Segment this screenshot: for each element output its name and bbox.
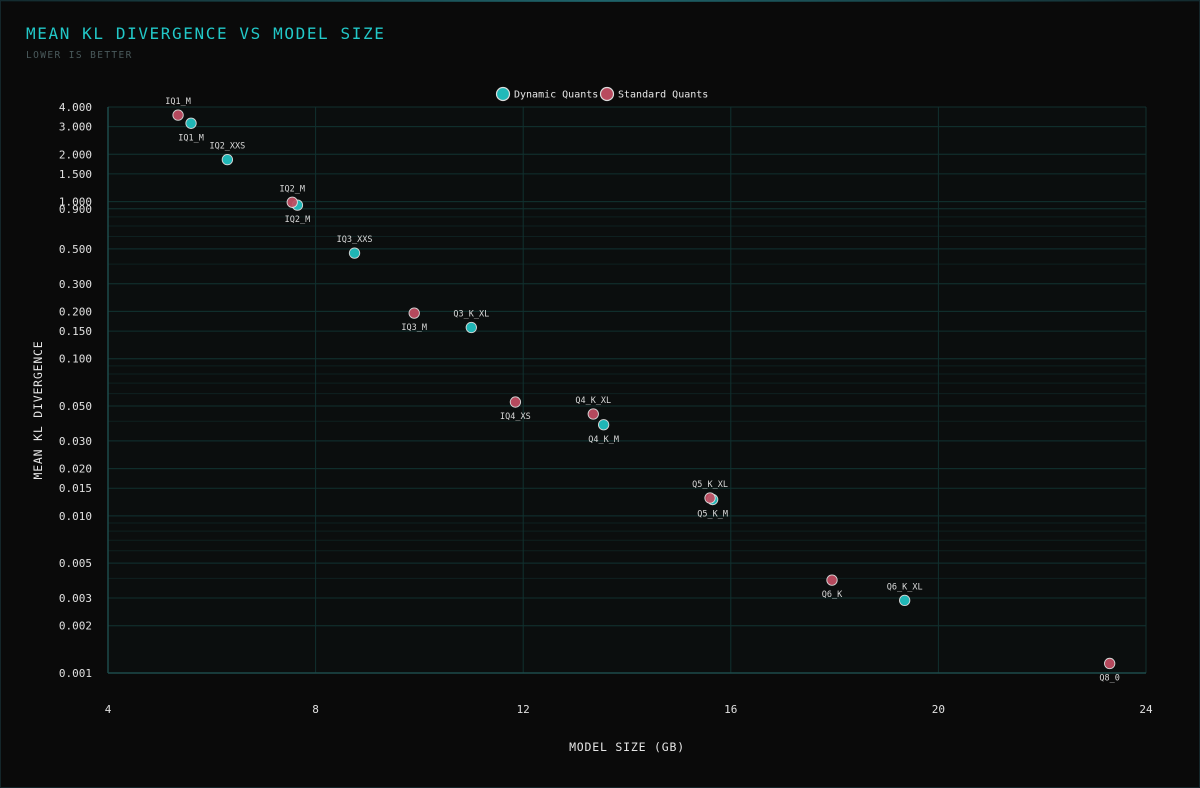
data-label: Q3_K_XL xyxy=(453,310,489,320)
legend-label: Standard Quants xyxy=(618,90,708,101)
data-label: IQ1_M xyxy=(165,97,191,107)
legend-marker xyxy=(599,86,615,102)
plot-area xyxy=(108,107,1146,673)
y-tick-label: 2.000 xyxy=(59,148,92,161)
y-tick-label: 0.100 xyxy=(59,353,92,366)
y-tick-label: 0.005 xyxy=(59,557,92,570)
x-tick-label: 24 xyxy=(1139,703,1153,716)
x-axis-label: MODEL SIZE (GB) xyxy=(569,740,685,754)
data-point xyxy=(509,396,522,408)
data-point xyxy=(286,196,298,208)
data-label: IQ2_M xyxy=(279,184,305,194)
y-tick-label: 0.050 xyxy=(59,400,92,413)
data-label: Q4_K_XL xyxy=(575,396,611,406)
x-tick-label: 12 xyxy=(517,703,530,716)
x-tick-label: 16 xyxy=(724,703,737,716)
data-point xyxy=(221,153,234,166)
data-label: IQ4_XS xyxy=(500,412,531,422)
y-tick-label: 0.500 xyxy=(59,243,92,256)
data-label: Q4_K_M xyxy=(588,435,619,445)
data-point xyxy=(348,247,361,259)
legend: Dynamic Quants Standard Quants xyxy=(495,86,708,102)
y-tick-label: 0.300 xyxy=(59,278,92,291)
y-tick-label: 0.030 xyxy=(59,435,92,448)
y-tick-label: 0.200 xyxy=(59,305,92,318)
y-tick-label: 3.000 xyxy=(59,121,92,134)
data-point xyxy=(587,408,599,420)
top-accent-line xyxy=(0,0,1200,2)
x-axis-ticks: 4 8 12 16 20 24 xyxy=(105,703,1153,716)
chart-title: MEAN KL DIVERGENCE VS MODEL SIZE xyxy=(26,24,386,43)
legend-label: Dynamic Quants xyxy=(514,90,598,101)
data-point xyxy=(704,492,716,504)
y-tick-label: 0.010 xyxy=(59,510,92,523)
y-tick-label: 0.020 xyxy=(59,463,92,476)
data-label: Q6_K_XL xyxy=(887,582,923,592)
data-point xyxy=(1104,657,1116,670)
data-label: IQ3_M xyxy=(401,323,427,333)
legend-marker xyxy=(495,86,511,102)
y-tick-label: 0.015 xyxy=(59,482,92,495)
data-label: Q8_0 xyxy=(1099,673,1119,683)
data-labels: IQ1_M IQ2_XXS IQ2_M IQ3_XXS Q3_K_XL Q4_K_M Q5_… xyxy=(165,97,1120,683)
data-label: Q5_K_M xyxy=(697,510,728,520)
data-label: IQ1_M xyxy=(178,133,204,143)
x-tick-label: 8 xyxy=(312,703,319,716)
y-tick-label: 1.000 xyxy=(59,196,92,209)
y-tick-label: 4.000 xyxy=(59,101,92,114)
data-label: IQ3_XXS xyxy=(337,235,373,245)
data-point xyxy=(899,594,911,606)
y-axis-label: MEAN KL DIVERGENCE xyxy=(31,340,45,479)
data-label: IQ2_XXS xyxy=(209,142,245,152)
data-label: Q6_K xyxy=(822,590,843,600)
y-tick-label: 1.500 xyxy=(59,168,92,181)
data-label: IQ2_M xyxy=(285,215,311,225)
data-point xyxy=(826,574,838,586)
data-point xyxy=(597,419,610,431)
data-points xyxy=(172,109,1116,670)
data-point xyxy=(465,321,477,334)
x-tick-label: 20 xyxy=(932,703,945,716)
x-tick-label: 4 xyxy=(105,703,112,716)
data-point xyxy=(185,117,197,129)
data-point xyxy=(408,307,420,319)
y-tick-label: 0.002 xyxy=(59,620,92,633)
y-tick-label: 0.003 xyxy=(59,592,92,605)
y-tick-label: 0.150 xyxy=(59,325,92,338)
y-tick-label: 0.001 xyxy=(59,667,92,680)
chart-subtitle: LOWER IS BETTER xyxy=(26,50,133,61)
y-axis-ticks: 0.001 0.002 0.003 0.005 0.010 0.015 0.020 0.030… xyxy=(59,101,92,680)
axes xyxy=(107,107,1146,674)
data-point xyxy=(172,109,184,121)
data-label: Q5_K_XL xyxy=(692,480,728,490)
y-tick-label: 0.900 xyxy=(59,203,92,216)
